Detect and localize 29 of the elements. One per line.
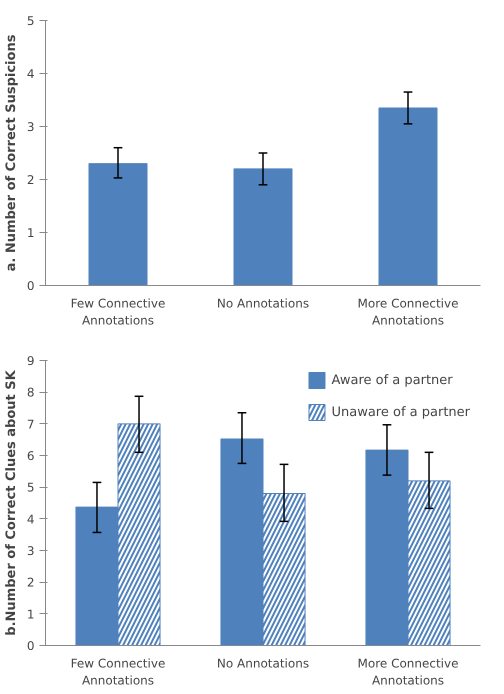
x-tick-label: No Annotations [216, 296, 310, 310]
bar [234, 168, 292, 286]
x-tick-label: More Connective Annotations [358, 656, 458, 688]
y-tick-label: 3 [26, 120, 35, 134]
legend-label: Aware of a partner [331, 372, 453, 388]
y-axis-title: a. Number of Correct Suspicions [4, 34, 19, 272]
y-tick-label: 8 [26, 386, 35, 400]
y-tick-label: 5 [26, 480, 35, 495]
legend-label: Unaware of a partner [331, 404, 470, 420]
y-tick-label: 5 [26, 14, 35, 28]
y-tick-label: 4 [26, 512, 35, 526]
bar [378, 107, 438, 286]
y-tick-label: 6 [26, 449, 35, 463]
bar [88, 163, 148, 286]
x-tick-label: No Annotations [216, 656, 310, 670]
y-tick-label: 9 [26, 354, 35, 368]
x-tick-label: Few Connective Annotations [70, 656, 166, 688]
y-tick-label: 1 [26, 607, 35, 622]
y-tick-label: 2 [26, 576, 35, 590]
x-tick-label: More Connective Annotations [358, 296, 458, 328]
y-tick-label: 4 [26, 67, 35, 81]
x-tick-label: Few Connective Annotations [70, 296, 166, 328]
y-tick-label: 0 [26, 639, 35, 653]
y-tick-label: 2 [26, 173, 35, 187]
y-tick-label: 3 [26, 544, 35, 558]
y-tick-label: 0 [26, 279, 35, 293]
y-axis-title: b.Number of Correct Clues about SK [4, 369, 19, 636]
y-tick-label: 1 [26, 226, 35, 240]
y-tick-label: 7 [26, 417, 35, 432]
